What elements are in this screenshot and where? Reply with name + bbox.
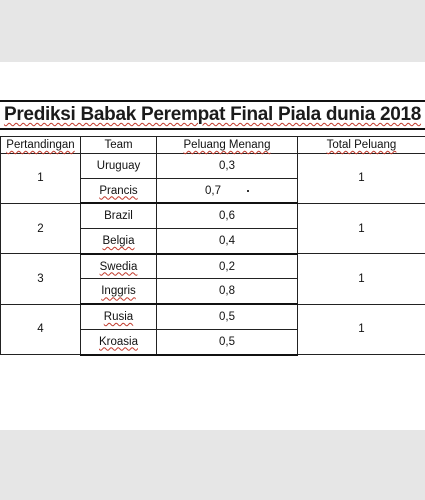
total-probability: 1 — [297, 303, 425, 356]
win-probability: 0,5 — [156, 328, 298, 356]
match-number: 1 — [0, 153, 81, 204]
win-probability: 0,7 — [156, 177, 298, 205]
win-probability: 0,5 — [156, 303, 298, 330]
team-name-text: Uruguay — [96, 159, 141, 172]
header-team-label: Team — [104, 139, 133, 151]
spreadsheet-area: Prediksi Babak Perempat Final Piala duni… — [0, 62, 425, 430]
prediction-table: Pertandingan Team Peluang Menang Total P… — [0, 136, 425, 356]
header-pertandingan: Pertandingan — [0, 136, 81, 154]
team-name-text: Inggris — [101, 285, 136, 298]
header-pertandingan-label: Pertandingan — [6, 139, 75, 151]
stray-dot — [247, 189, 249, 192]
table-row: Inggris 0,8 — [1, 278, 425, 306]
title-text: Prediksi Babak Perempat Final Piala duni… — [3, 104, 422, 125]
team-name: Uruguay — [80, 153, 157, 179]
win-probability: 0,8 — [156, 278, 298, 306]
win-probability: 0,3 — [156, 153, 298, 179]
team-name: Kroasia — [80, 328, 157, 356]
team-name-text: Rusia — [103, 310, 134, 323]
header-team: Team — [80, 136, 157, 154]
team-name: Prancis — [80, 177, 157, 205]
header-total-peluang-label: Total Peluang — [326, 139, 397, 151]
team-name-text: Swedia — [99, 260, 138, 273]
team-name: Rusia — [80, 303, 157, 330]
table-title: Prediksi Babak Perempat Final Piala duni… — [0, 100, 425, 130]
match-number: 2 — [0, 202, 81, 255]
header-total-peluang: Total Peluang — [297, 136, 425, 154]
win-probability: 0,4 — [156, 228, 298, 255]
team-name-text: Kroasia — [99, 335, 138, 348]
win-probability: 0,2 — [156, 253, 298, 280]
team-name: Brazil — [80, 202, 157, 230]
match-number: 4 — [0, 303, 81, 356]
team-name-text: Brazil — [104, 210, 133, 223]
table-row: Kroasia 0,5 — [1, 328, 425, 356]
team-name: Inggris — [80, 278, 157, 306]
win-probability-text: 0,7 — [205, 184, 221, 197]
table-row: 3 Swedia 0,2 1 — [0, 253, 425, 305]
total-probability: 1 — [297, 153, 425, 204]
team-name-text: Prancis — [99, 184, 138, 197]
total-probability: 1 — [297, 202, 425, 255]
table-row: 2 Brazil 0,6 1 — [0, 202, 425, 255]
header-peluang-menang-label: Peluang Menang — [183, 139, 271, 151]
table-row: 1 Uruguay 0,3 1 — [0, 153, 425, 204]
table-row: 4 Rusia 0,5 1 — [0, 303, 425, 356]
team-name: Belgia — [80, 228, 157, 255]
header-peluang-menang: Peluang Menang — [156, 136, 298, 154]
team-name: Swedia — [80, 253, 157, 280]
total-probability: 1 — [297, 253, 425, 305]
match-number: 3 — [0, 253, 81, 305]
team-name-text: Belgia — [102, 234, 135, 247]
win-probability: 0,6 — [156, 202, 298, 230]
table-row: Prancis 0,7 — [1, 177, 425, 205]
header-row: Pertandingan Team Peluang Menang Total P… — [0, 136, 425, 154]
table-row: Belgia 0,4 — [1, 228, 425, 255]
